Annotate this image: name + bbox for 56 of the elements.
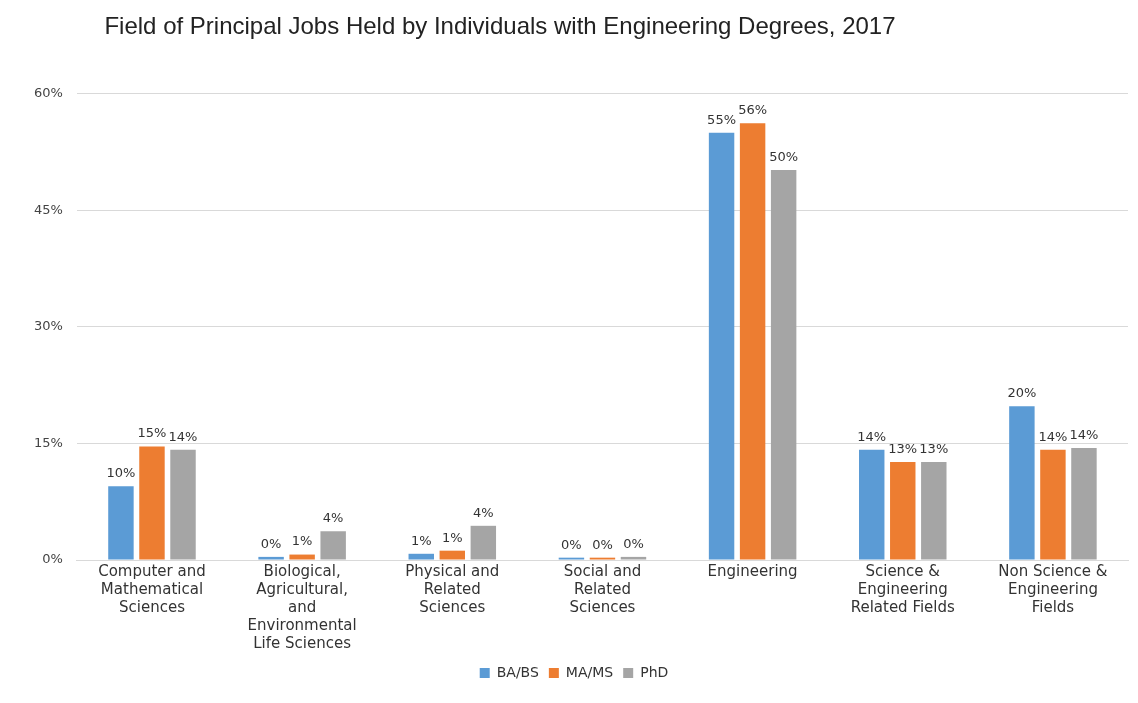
data-label: 14% — [168, 428, 198, 444]
y-tick-label: 15% — [33, 434, 63, 450]
x-tick-label: Non Science & Engineering Fields — [998, 561, 1108, 616]
bar — [258, 556, 284, 560]
data-label: 50% — [769, 148, 799, 164]
x-tick-label: Physical and Related Sciences — [405, 561, 500, 616]
data-label: 0% — [623, 535, 644, 551]
data-label: 4% — [473, 504, 494, 520]
data-label: 55% — [707, 111, 737, 127]
data-label: 15% — [137, 425, 167, 441]
bar — [439, 550, 466, 560]
bar — [770, 169, 797, 560]
y-tick-label: 45% — [33, 201, 63, 217]
bar — [1040, 449, 1066, 560]
bar — [1009, 406, 1035, 560]
y-tick-label: 30% — [33, 318, 63, 334]
bar — [320, 531, 346, 560]
data-label: 14% — [1069, 426, 1099, 442]
bar — [1071, 448, 1097, 560]
x-tick-label: Computer and Mathematical Sciences — [98, 561, 206, 616]
data-label: 14% — [857, 428, 887, 444]
bar — [620, 556, 647, 560]
data-label: 14% — [1038, 428, 1068, 444]
data-label: 1% — [441, 529, 463, 545]
legend-label: MA/MS — [565, 663, 614, 680]
data-label: 0% — [592, 536, 613, 552]
data-label: 4% — [322, 510, 344, 526]
bar — [921, 462, 947, 560]
legend-label: BA/BS — [496, 663, 539, 680]
x-tick-label: Biological, Agricultural, and Environmental Life Sciences — [247, 561, 357, 652]
data-label: 13% — [888, 440, 918, 456]
y-tick-label: 60% — [33, 85, 63, 101]
data-label: 56% — [738, 102, 768, 118]
x-tick-label: Engineering — [707, 561, 798, 580]
chart-title: Field of Principal Jobs Held by Individuals with Engineering Degrees, 2017 — [103, 11, 897, 41]
data-label: 20% — [1007, 385, 1037, 401]
bar — [739, 123, 766, 560]
data-label: 13% — [919, 440, 949, 456]
data-label: 1% — [410, 532, 432, 548]
bar — [890, 462, 916, 560]
bar — [708, 132, 735, 560]
x-tick-label: Science & Engineering Related Fields — [850, 561, 956, 616]
bar — [470, 525, 497, 560]
data-label: 10% — [106, 465, 136, 481]
data-label: 1% — [291, 533, 313, 549]
bar — [859, 449, 885, 560]
y-tick-label: 0% — [42, 551, 63, 567]
x-tick-label: Social and Related Sciences — [563, 561, 642, 616]
data-label: 0% — [260, 535, 282, 551]
bar — [139, 446, 165, 560]
legend-label: PhD — [640, 663, 669, 680]
bar — [289, 554, 315, 560]
bar — [408, 553, 434, 560]
data-label: 0% — [561, 536, 582, 552]
bar — [170, 449, 196, 560]
bar — [108, 486, 134, 560]
